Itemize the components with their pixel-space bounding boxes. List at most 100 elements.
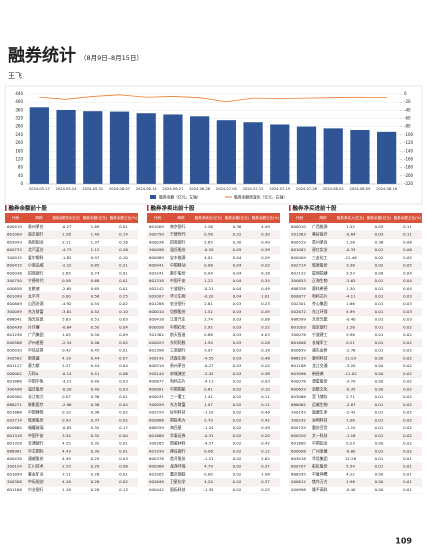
table-cell: -0.40 <box>345 487 356 492</box>
title: 融券统计 <box>8 45 76 66</box>
y-tick-label: 120 <box>15 156 23 161</box>
table-cell: 600078 <box>291 379 306 384</box>
table-cell: 600010 <box>149 309 164 314</box>
table-cell: 重庆钢铁 <box>170 471 186 476</box>
table-cell: -0.64 <box>61 324 72 329</box>
table-cell: 贵州茅台 <box>170 363 186 368</box>
column-header: 简称 <box>177 215 185 220</box>
table-cell: -0.80 <box>345 448 356 453</box>
table-cell: 2.92 <box>204 324 213 329</box>
table-cell: 0.01 <box>119 270 128 275</box>
row-stripe <box>147 354 280 363</box>
table-cell: 0.04 <box>375 363 384 368</box>
row-stripe <box>147 447 280 456</box>
table-cell: 1.52 <box>204 309 213 314</box>
table-cell: 0.65 <box>91 286 100 291</box>
y-tick-label: 200 <box>15 140 23 145</box>
table-cell: 东方财富 <box>170 402 186 407</box>
table-cell: 0.93 <box>261 379 270 384</box>
table-cell: 000568 <box>7 340 22 345</box>
table-cell: 0.01 <box>375 448 384 453</box>
table-cell: 0.02 <box>233 441 242 446</box>
table-cell: 0.00 <box>375 371 384 376</box>
table-cell: 1.96 <box>261 471 270 476</box>
table-cell: 4.79 <box>204 464 213 469</box>
table-cell: 0.58 <box>204 232 213 237</box>
table-cell: 601122 <box>291 270 306 275</box>
bar <box>296 126 317 184</box>
table-cell: 000612 <box>291 479 306 484</box>
row-stripe <box>289 447 422 456</box>
table-cell: 浦东金桥 <box>312 348 328 353</box>
table-cell: 300015 <box>7 255 22 260</box>
table-cell: 0.03 <box>233 355 242 360</box>
table-cell: 温氏股份 <box>170 247 186 252</box>
table-cell: 0.04 <box>233 294 242 299</box>
table-cell: 0.28 <box>91 479 100 484</box>
table-cell: 002142 <box>149 286 164 291</box>
table-cell: 1.89 <box>91 224 100 229</box>
table-cell: 0.02 <box>403 441 412 446</box>
table-cell: 太平洋 <box>28 294 40 299</box>
y-tick-label: 80 <box>18 165 24 170</box>
table-cell: 600436 <box>7 324 22 329</box>
table-cell: 南京银行 <box>28 232 44 237</box>
bar <box>190 116 210 184</box>
bar <box>163 114 183 184</box>
row-stripe <box>289 431 422 440</box>
x-tick-label: 2024-07-12 <box>243 187 264 191</box>
table-cell: 中信证券 <box>28 348 44 353</box>
table-cell: 0.01 <box>403 464 412 469</box>
section-marker <box>289 205 291 211</box>
table-cell: 603096 <box>291 371 306 376</box>
table-cell: 联影医疗 <box>28 402 44 407</box>
table-cell: 长江电力 <box>28 394 44 399</box>
row-stripe <box>147 462 280 471</box>
table-cell: 0.30 <box>91 448 100 453</box>
row-stripe <box>147 478 280 487</box>
x-tick-label: 2024-06-14 <box>136 187 158 191</box>
row-stripe <box>289 385 422 394</box>
table-cell: 600877 <box>291 294 306 299</box>
table-cell: 0.37 <box>91 417 100 422</box>
bar <box>243 122 263 184</box>
table-cell: 0.01 <box>375 332 384 337</box>
table-cell: 601606 <box>291 340 306 345</box>
table-cell: 0.02 <box>403 348 412 353</box>
table-cell: 0.01 <box>403 471 412 476</box>
table-cell: 0.51 <box>91 317 100 322</box>
table-cell: 1.96 <box>346 479 355 484</box>
table-cell: 招商银行 <box>170 239 186 244</box>
section-marker <box>5 205 7 211</box>
table-cell: 600418 <box>149 317 164 322</box>
table-cell: 300232 <box>291 417 306 422</box>
table-cell: 0.39 <box>261 247 270 252</box>
table-cell: 0.01 <box>375 433 384 438</box>
table-cell: 0.03 <box>233 332 242 337</box>
table-cell: 0.02 <box>403 386 412 391</box>
table-cell: 新经典 <box>312 371 324 376</box>
x-tick-label: 2024-07-26 <box>296 187 318 191</box>
table-cell: 建设银行 <box>170 448 186 453</box>
table-cell: 0.02 <box>119 479 128 484</box>
author: 王飞 <box>8 72 22 80</box>
table-cell: 宁波银行 <box>170 286 186 291</box>
x-tick-label: 2024-08-09 <box>349 187 371 191</box>
table-cell: 航天智造 <box>170 332 186 337</box>
table-cell: 好利科技 <box>170 410 186 415</box>
table-cell: 0.40 <box>91 379 100 384</box>
table-cell: 0.02 <box>403 425 412 430</box>
y-tick-label: 280 <box>15 124 23 129</box>
table-cell: 002714 <box>291 263 306 268</box>
legend-label: 融券余额（亿元，左轴） <box>159 195 201 200</box>
table-cell: 0.49 <box>261 239 270 244</box>
table-cell: 0.01 <box>119 286 128 291</box>
table-cell: 002648 <box>149 479 164 484</box>
table-cell: 东方财富 <box>28 309 44 314</box>
table-cell: 盈康生命 <box>312 410 328 415</box>
bar <box>29 107 49 184</box>
table-cell: 0.94 <box>204 270 213 275</box>
table-cell: 东阿阿胶 <box>170 340 186 345</box>
column-header: 融券净买入(亿元) <box>337 215 365 220</box>
table-cell: 海目星 <box>170 425 182 430</box>
